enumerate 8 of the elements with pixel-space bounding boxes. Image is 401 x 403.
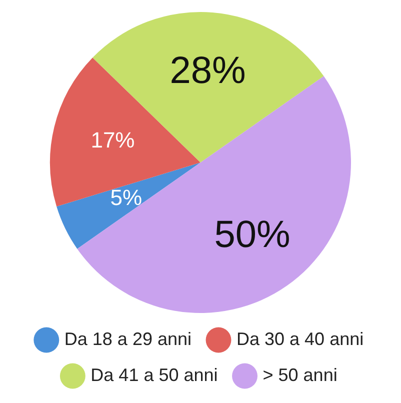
legend-label: > 50 anni — [262, 364, 338, 385]
legend-label: Da 18 a 29 anni — [64, 328, 192, 349]
data-label: 17% — [90, 127, 135, 152]
data-label: 50% — [214, 214, 290, 256]
legend-label: Da 41 a 50 anni — [90, 364, 218, 385]
data-label: 28% — [170, 50, 246, 92]
legend-label: Da 30 a 40 anni — [236, 328, 364, 349]
data-label: 5% — [110, 184, 142, 210]
